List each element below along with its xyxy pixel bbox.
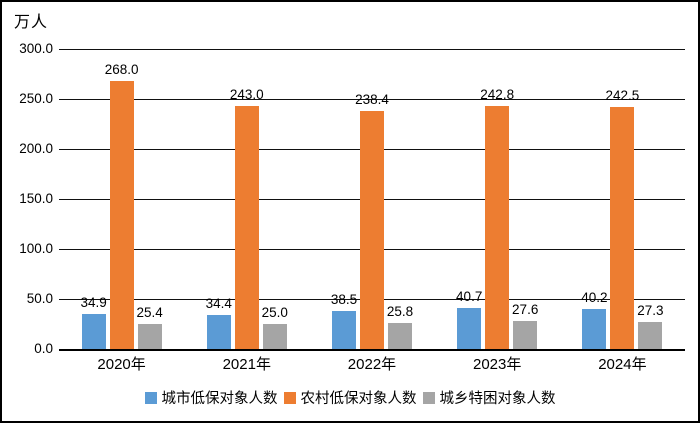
bar-series-1: 242.8 (480, 87, 514, 349)
x-axis-tick-labels: 2020年 2021年 2022年 2023年 2024年 (59, 353, 685, 375)
bar-value-label: 25.8 (386, 304, 414, 320)
bar-series-0: 38.5 (331, 292, 357, 349)
legend-label: 城乡特困对象人数 (439, 391, 556, 407)
bar-series-1: 238.4 (355, 92, 389, 349)
bar-value-label: 27.6 (512, 302, 539, 318)
bar-value-label: 242.5 (605, 87, 640, 103)
bar-value-label: 238.4 (355, 91, 389, 107)
x-tick-label: 2023年 (473, 356, 522, 373)
bar-group: 34.9 268.0 25.4 (59, 49, 184, 349)
gridline (59, 99, 685, 100)
legend-item-series-2: 城乡特困对象人数 (422, 387, 556, 408)
x-tick-label: 2022年 (347, 356, 397, 373)
legend-swatch (422, 391, 435, 404)
bar-value-label: 242.8 (480, 87, 515, 103)
bar-group: 38.5 238.4 25.8 (309, 49, 434, 349)
bar-value-label: 27.3 (637, 302, 664, 318)
bar-group: 40.7 242.8 27.6 (435, 49, 560, 349)
bar-value-label: 243.0 (229, 87, 264, 102)
bar-value-label: 40.7 (456, 289, 483, 305)
bar-value-label: 38.5 (330, 291, 358, 307)
y-tick-label: 0.0 (34, 341, 53, 356)
y-tick-label: 100.0 (19, 241, 53, 256)
legend-item-series-0: 城市低保对象人数 (144, 387, 278, 408)
bar-series-0: 40.2 (581, 290, 608, 349)
bar-series-1: 243.0 (230, 87, 264, 349)
gridline (59, 49, 685, 50)
bar-value-label: 40.2 (581, 289, 608, 305)
y-tick-label: 200.0 (19, 141, 53, 156)
legend-item-series-1: 农村低保对象人数 (283, 387, 417, 408)
y-tick-label: 150.0 (19, 191, 53, 206)
bar-series-1: 268.0 (105, 62, 138, 349)
x-tick-label: 2020年 (97, 356, 146, 373)
x-tick-label: 2024年 (598, 356, 647, 373)
plot-area: 34.9 268.0 25.4 34.4 243.0 25.0 38.5 238.4 25.8 4… (59, 49, 685, 351)
bar-series-0: 40.7 (456, 289, 482, 349)
legend-swatch (144, 391, 157, 404)
bar-group: 40.2 242.5 27.3 (560, 49, 685, 349)
y-tick-label: 300.0 (19, 41, 53, 56)
bar-series-2: 27.6 (512, 302, 538, 349)
x-axis-line (59, 349, 685, 351)
bar-value-label: 268.0 (104, 62, 139, 77)
bar-series-2: 25.4 (136, 305, 163, 349)
y-tick-label: 250.0 (19, 91, 53, 106)
y-axis-unit-label: 万人 (14, 14, 49, 31)
bar-group: 34.4 243.0 25.0 (184, 49, 309, 349)
bar-value-label: 34.9 (80, 295, 107, 311)
bar-value-label: 25.0 (261, 305, 288, 320)
bar-value-label: 34.4 (205, 295, 232, 311)
legend-label: 城市低保对象人数 (161, 391, 278, 407)
bar-series-2: 25.0 (262, 305, 288, 349)
y-tick-label: 50.0 (26, 291, 53, 306)
legend-swatch (283, 391, 296, 404)
x-tick-label: 2021年 (222, 356, 271, 373)
bar-series-2: 27.3 (637, 303, 664, 349)
bar-series-0: 34.9 (80, 295, 107, 349)
bar-series-2: 25.8 (387, 304, 413, 349)
bar-series-0: 34.4 (206, 296, 232, 349)
chart-legend: 城市低保对象人数 农村低保对象人数 城乡特困对象人数 (2, 387, 698, 408)
legend-label: 农村低保对象人数 (300, 391, 417, 407)
bar-series-1: 242.5 (605, 88, 639, 349)
bar-value-label: 25.4 (136, 304, 163, 320)
